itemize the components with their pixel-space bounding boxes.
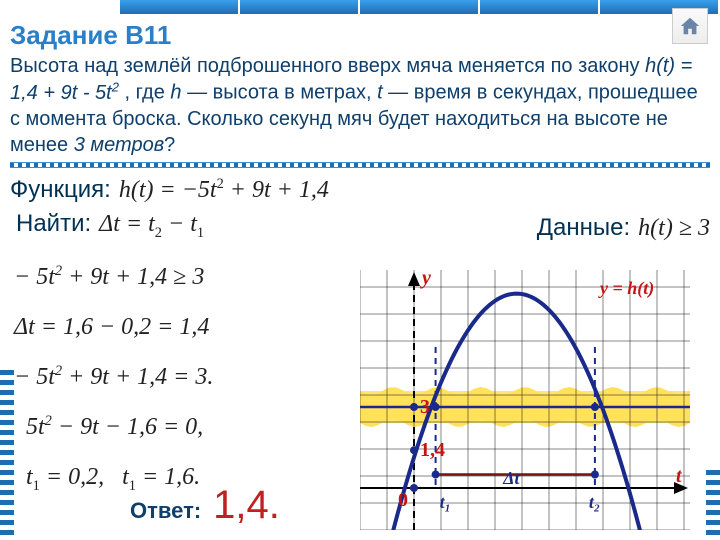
- svg-text:Δt: Δt: [502, 468, 520, 488]
- function-expr: h(t) = −5t2 + 9t + 1,4: [119, 176, 329, 204]
- problem-text: Высота над землёй подброшенного вверх мя…: [10, 53, 710, 158]
- answer-label: Ответ:: [130, 498, 201, 524]
- left-side-stripes: [0, 370, 14, 540]
- svg-text:1,4: 1,4: [420, 439, 445, 461]
- right-side-stripes: [706, 470, 720, 540]
- svg-text:y = h(t): y = h(t): [598, 278, 654, 299]
- svg-text:y: y: [420, 270, 431, 289]
- data-label: Данные:: [537, 214, 630, 242]
- problem-p5: ?: [164, 134, 175, 156]
- find-label: Найти:: [16, 210, 91, 238]
- task-title: Задание В11: [10, 20, 710, 51]
- svg-text:t₂: t₂: [589, 492, 600, 512]
- problem-p2: , где: [119, 82, 170, 104]
- function-label: Функция:: [10, 176, 111, 204]
- answer-value: 1,4.: [213, 483, 280, 528]
- problem-formula-sup: 2: [112, 79, 119, 94]
- top-stripes: [0, 0, 720, 14]
- chart-parabola: 01,43ytt₁t₂Δty = h(t): [360, 270, 690, 530]
- data-expr: h(t) ≥ 3: [638, 215, 710, 242]
- problem-p3: — высота в метрах,: [182, 82, 378, 104]
- svg-text:0: 0: [398, 489, 408, 511]
- separator-band: [10, 162, 710, 168]
- problem-h: h: [170, 82, 181, 104]
- find-expr: Δt = t2 − t1: [99, 211, 204, 242]
- problem-three: 3 метров: [74, 134, 164, 156]
- svg-text:t₁: t₁: [440, 492, 451, 512]
- problem-p1: Высота над землёй подброшенного вверх мя…: [10, 55, 645, 77]
- svg-text:3: 3: [420, 396, 430, 418]
